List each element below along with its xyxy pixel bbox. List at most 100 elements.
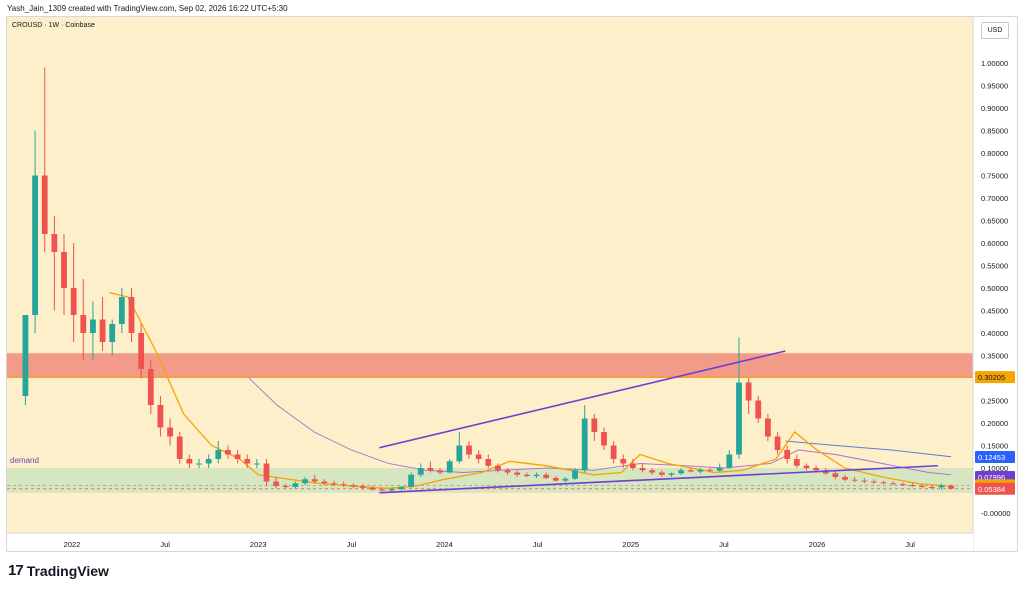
tradingview-footer[interactable]: 17 TradingView [8,562,109,579]
candle-body [379,489,386,491]
candle-body [331,483,337,485]
candle-body [919,486,926,487]
candle-body [581,418,588,471]
price-label-box [975,482,1015,495]
tradingview-logo-icon: 17 [8,562,24,579]
candle-body [745,382,752,401]
candle-body [928,486,935,488]
x-tick-label: 2022 [64,540,81,549]
candle-body [658,472,665,475]
candle-body [118,297,125,324]
candle-body [61,252,67,288]
y-tick-label: 0.60000 [981,239,1008,248]
y-tick-label: 0.15000 [981,442,1008,451]
x-tick-label: 2025 [622,540,639,549]
candle-body [446,461,453,473]
candle-body [32,175,38,315]
price-label-box [975,450,1015,463]
candle-body [620,459,627,464]
candle-body [880,482,887,484]
candle-body [292,483,299,487]
currency-button[interactable]: USD [981,22,1009,39]
blue-average-line [785,440,952,458]
candle-body [543,474,550,478]
candle-body [340,484,347,486]
price-label: 0.07996 [978,473,1005,482]
y-tick-label: 0.85000 [981,127,1008,136]
candle-body [167,427,173,437]
y-tick-label: 0.80000 [981,149,1008,158]
candle-body [649,470,656,473]
candle-body [716,468,723,471]
candle-body [610,445,617,459]
candle-body [871,481,877,483]
candle-body [273,481,280,486]
candle-body [205,459,212,464]
candle-body [244,459,251,464]
candle-body [668,473,675,475]
candle-body [427,468,434,471]
y-tick-label: -0.00000 [981,509,1011,518]
y-tick-label: 0.25000 [981,397,1008,406]
y-tick-label: 0.20000 [981,419,1008,428]
candle-body [138,333,145,369]
y-tick-label: 0.90000 [981,104,1008,113]
candle-body [196,463,202,465]
candle-body [774,436,781,450]
candle-body [861,480,868,482]
candle-body [408,474,415,487]
candle-body [388,489,395,491]
ema-slow-line [248,377,952,476]
candle-body [360,486,366,488]
time-axis [7,533,973,551]
y-tick-label: 0.40000 [981,329,1008,338]
candle-body [456,445,463,462]
price-chart[interactable]: 1.00000 0.95000 0.90000 0.85000 0.80000 0.750… [7,17,1017,551]
candle-body [417,468,424,475]
candle-body [109,324,116,342]
y-tick-label: 0.35000 [981,352,1008,361]
candle-body [803,465,810,468]
candle-body [22,315,29,396]
symbol-label: CROUSD · 1W · Coinbase [12,22,95,29]
x-tick-label: 2023 [250,540,267,549]
candle-body [707,469,713,471]
resistance-trendline [379,350,786,449]
candle-body [282,486,289,487]
candle-body [128,297,135,333]
candle-body [533,474,540,477]
candle-body [899,484,906,486]
candle-body [639,468,646,471]
candle-body [562,478,569,481]
candle-body [437,470,443,473]
candle-body [630,463,636,468]
candle-body [572,470,578,479]
candle-body [495,465,501,471]
price-label: 0.05384 [978,485,1005,494]
candle-body [41,175,48,234]
candle-body [398,486,405,490]
candle-body [475,454,482,459]
y-tick-label: 1.00000 [981,59,1008,68]
y-tick-label: 0.70000 [981,194,1008,203]
candle-body [601,432,607,446]
candle-body [99,319,106,342]
candle-body [80,315,87,333]
resistance-zone [7,353,973,378]
candle-body [70,288,77,315]
candle-body [147,369,154,405]
candle-body [909,485,916,487]
y-tick-label: 0.55000 [981,262,1008,271]
candle-body [591,418,598,432]
candle-body [311,479,318,482]
candle-body [234,454,241,459]
support-trendline [379,464,939,494]
chart-frame[interactable]: 1.00000 0.95000 0.90000 0.85000 0.80000 0.750… [6,16,1018,552]
price-label: 0.30205 [978,373,1005,382]
candle-body [697,469,704,472]
price-label-box [975,371,1015,384]
candle-body [938,485,945,488]
x-tick-label: Jul [905,540,915,549]
candle-body [253,463,260,465]
candle-body [678,470,685,474]
